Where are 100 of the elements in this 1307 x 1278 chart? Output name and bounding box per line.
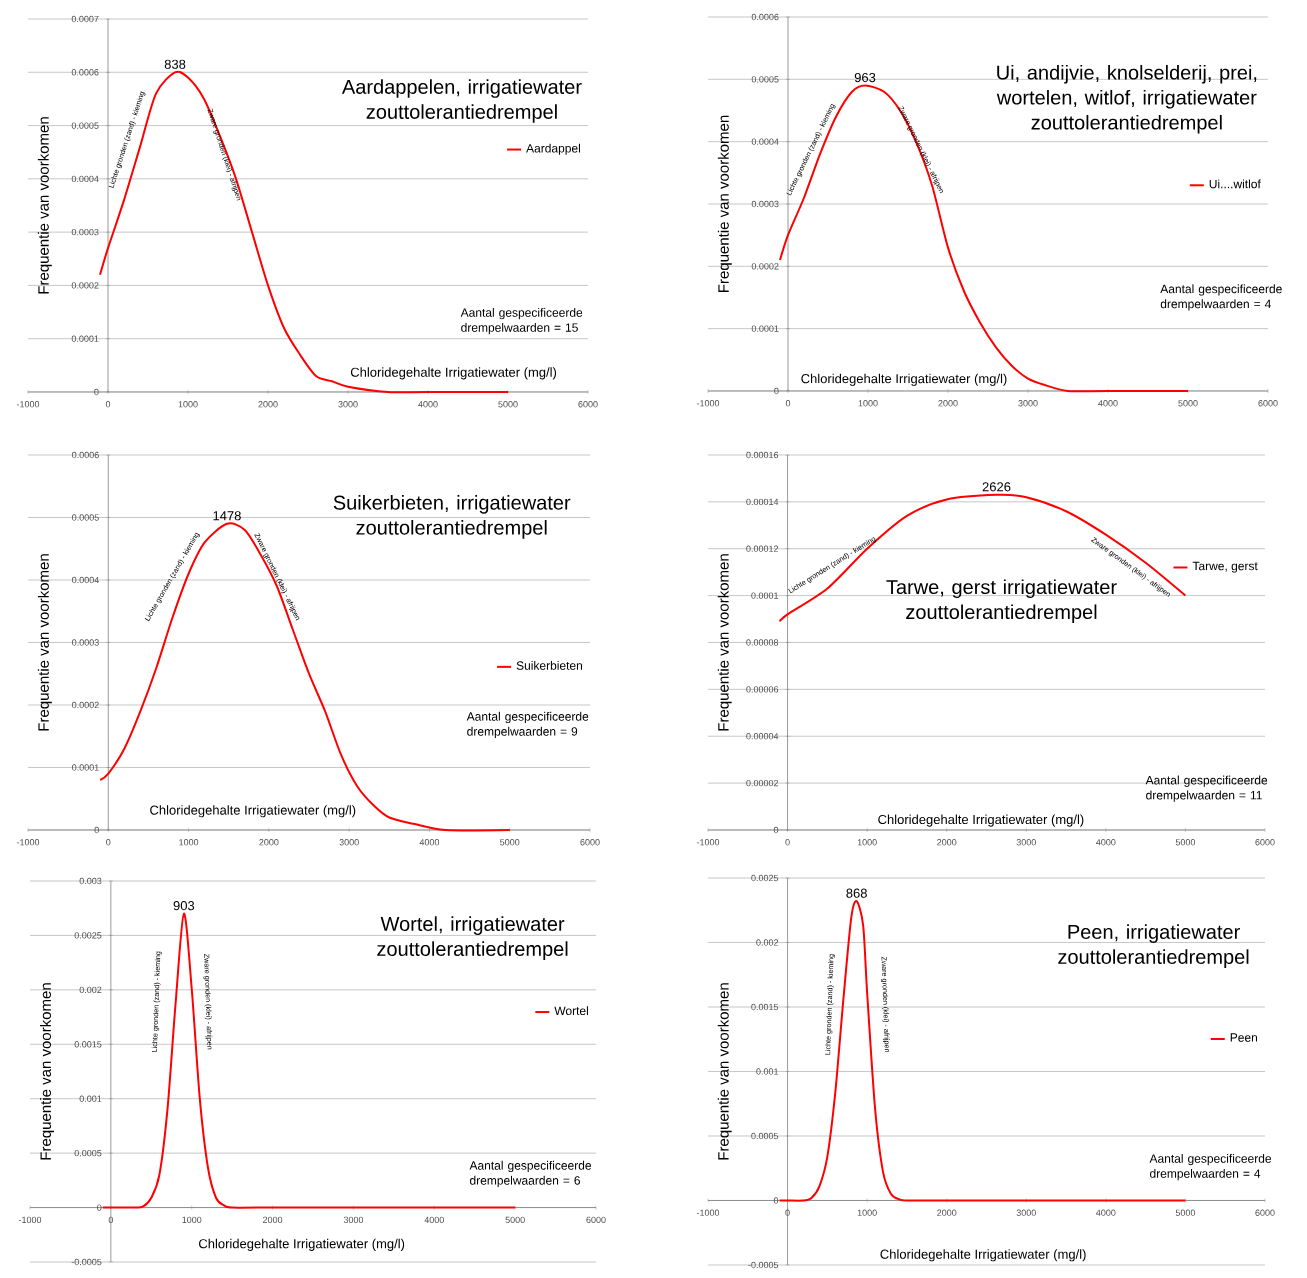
legend-label: Tarwe, gerst	[1192, 561, 1258, 573]
x-tick-label: 2000	[937, 1209, 957, 1216]
x-tick-label: 0	[105, 401, 111, 408]
y-tick-label: 0.001	[756, 1068, 779, 1075]
annotation: 838	[164, 59, 186, 69]
text: Ui, andijvie, knolselderij, prei, wortelen, witlof, irrigatiewater zouttolerantiedrempel	[996, 64, 1257, 134]
y-tick-label: 0.00006	[746, 686, 779, 693]
x-axis-title: Chloridegehalte Irrigatiewater (mg/l)	[350, 367, 557, 380]
x-tick-label: -1000	[18, 1216, 42, 1223]
y-tick-label: -0.0005	[748, 1261, 779, 1269]
annotation: Aantal gespecificeerde drempelwaarden = 6	[469, 1160, 592, 1188]
x-tick-label: -1000	[696, 400, 720, 407]
x-tick-label: 5000	[498, 401, 518, 408]
x-tick-label: 1000	[857, 839, 877, 846]
y-tick-label: 0	[97, 1204, 102, 1211]
x-tick-label: 1000	[857, 1209, 877, 1216]
y-tick-label: 0.002	[756, 939, 779, 946]
x-tick-label: 5000	[1175, 1209, 1196, 1216]
x-tick-label: -1000	[16, 839, 40, 846]
x-axis-title: Chloridegehalte Irrigatiewater (mg/l)	[199, 1238, 405, 1251]
annotation: 963	[854, 72, 876, 83]
annotation: 868	[846, 888, 867, 898]
y-tick-label: 0.0003	[751, 200, 779, 208]
y-tick-label: 0	[773, 826, 779, 834]
y-tick-label: 0.0005	[751, 1132, 779, 1140]
y-tick-label: 0.002	[79, 986, 102, 994]
y-axis-title: Frequentie van voorkomen	[717, 115, 732, 292]
y-tick-label: 0.00012	[746, 545, 779, 552]
y-tick-label: 0.00004	[746, 733, 779, 740]
y-tick-label: 0	[773, 1197, 779, 1204]
x-tick-label: 6000	[586, 1216, 606, 1223]
y-axis-title: Frequentie van voorkomen	[37, 117, 52, 294]
x-tick-label: 5000	[1175, 839, 1196, 846]
y-tick-label: 0.0005	[72, 514, 99, 521]
y-tick-label: -0.0005	[71, 1258, 102, 1266]
x-tick-label: 5000	[1178, 400, 1198, 407]
y-tick-label: 0.00014	[746, 498, 779, 506]
y-tick-label: 0.0007	[71, 15, 99, 23]
text: Aardappelen, irrigatiewater zouttolerantiedrempel	[341, 79, 582, 123]
text: Peen, irrigatiewater zouttolerantiedrempel	[1058, 924, 1249, 968]
y-tick-label: 0.0003	[71, 228, 99, 236]
x-tick-label: 2000	[938, 400, 958, 407]
x-tick-label: 6000	[1255, 839, 1275, 846]
y-tick-label: 0.0025	[751, 874, 779, 882]
y-tick-label: 0.0005	[751, 76, 779, 83]
x-tick-label: 1000	[178, 401, 198, 408]
x-axis-title: Chloridegehalte Irrigatiewater (mg/l)	[801, 373, 1007, 386]
annotation: 2626	[982, 482, 1011, 492]
y-axis-title: Frequentie van voorkomen	[717, 983, 732, 1160]
y-tick-label: 0.0005	[74, 1149, 102, 1157]
x-axis-title: Chloridegehalte Irrigatiewater (mg/l)	[150, 805, 356, 818]
line-series	[778, 493, 1187, 623]
x-tick-label: 3000	[1018, 400, 1038, 407]
x-tick-label: 0	[785, 1209, 790, 1216]
x-tick-label: 0	[785, 400, 791, 407]
y-tick-label: 0.0004	[72, 576, 99, 584]
x-tick-label: 3000	[339, 839, 359, 846]
x-tick-label: 5000	[500, 839, 520, 846]
x-tick-label: 2000	[937, 839, 957, 846]
x-tick-label: -1000	[16, 401, 40, 408]
y-tick-label: 0.0025	[74, 932, 102, 939]
x-tick-label: 4000	[1096, 1209, 1116, 1216]
y-axis-title: Frequentie van voorkomen	[40, 983, 54, 1160]
legend-label: Ui....witlof	[1209, 179, 1261, 189]
x-tick-label: 2000	[263, 1216, 283, 1223]
legend-label: Peen	[1230, 1033, 1258, 1042]
x-tick-label: 2000	[259, 839, 279, 846]
y-tick-label: 0.0001	[751, 592, 779, 599]
x-tick-label: 1000	[858, 400, 878, 407]
y-tick-label: 0.0005	[71, 122, 99, 129]
y-tick-label: 0	[94, 826, 99, 834]
y-axis-title: Frequentie van voorkomen	[717, 554, 732, 731]
y-tick-label: 0.00016	[746, 451, 779, 459]
x-tick-label: 1000	[179, 839, 199, 846]
y-tick-label: 0.0003	[72, 639, 99, 646]
x-tick-label: 4000	[424, 1216, 444, 1223]
y-tick-label: 0.0002	[71, 282, 99, 289]
y-tick-label: 0.0004	[751, 138, 779, 145]
x-tick-label: 0	[785, 839, 790, 846]
x-tick-label: 4000	[1096, 839, 1116, 846]
annotation: Aantal gespecificeerde drempelwaarden = 4	[1149, 1153, 1272, 1181]
y-tick-label: 0.0006	[71, 69, 99, 76]
y-tick-label: 0	[774, 387, 779, 395]
y-tick-label: 0.0015	[751, 1003, 779, 1011]
y-tick-label: 0.0001	[751, 325, 779, 332]
x-tick-label: 6000	[1258, 400, 1278, 407]
annotation: 1478	[213, 511, 241, 521]
x-tick-label: 0	[108, 1216, 113, 1223]
x-axis-title: Chloridegehalte Irrigatiewater (mg/l)	[880, 1249, 1086, 1262]
y-tick-label: 0.0001	[71, 335, 99, 342]
y-tick-label: 0.00008	[746, 639, 779, 646]
y-tick-label: 0.003	[79, 877, 102, 885]
y-tick-label: 0.00002	[746, 779, 779, 787]
x-tick-label: -1000	[696, 839, 720, 846]
x-tick-label: 6000	[580, 839, 600, 846]
x-tick-label: 2000	[258, 401, 278, 408]
x-tick-label: 4000	[419, 839, 440, 846]
annotation: 903	[173, 901, 195, 911]
x-tick-label: 6000	[578, 401, 598, 408]
x-tick-label: 3000	[338, 401, 358, 408]
